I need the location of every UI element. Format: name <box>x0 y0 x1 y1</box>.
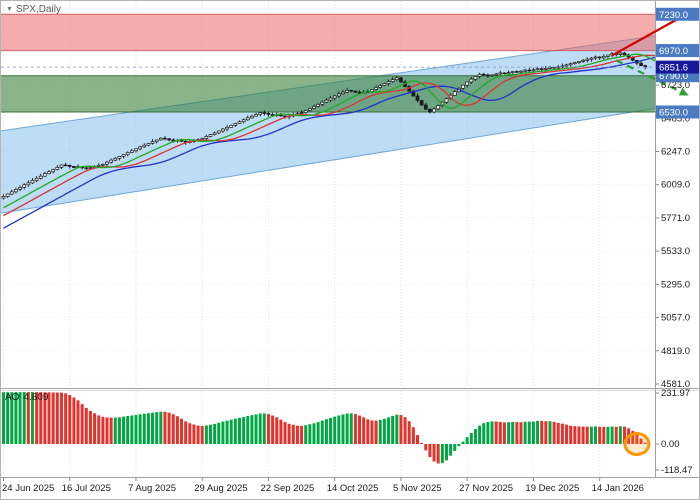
ao-scale-label: 0.00 <box>661 439 680 450</box>
price-tick-label: 6009.0 <box>661 180 690 191</box>
price-scale[interactable]: 6723.0 6485.0 6247.0 6009.0 5771.0 5533.0 5295… <box>655 7 700 390</box>
date-label: 29 Aug 2025 <box>194 483 247 494</box>
date-label: 5 Nov 2025 <box>393 483 442 494</box>
price-zones <box>1 13 655 113</box>
time-scale[interactable]: 24 Jun 2025 16 Jul 2025 7 Aug 2025 29 Aug 2… <box>2 477 644 495</box>
price-tick-label: 5533.0 <box>661 246 690 257</box>
price-level-badge-label: 7230.0 <box>659 10 688 21</box>
bullish-projection-arrow[interactable] <box>611 16 682 57</box>
price-tick-label: 4581.0 <box>661 379 690 390</box>
price-level-badge[interactable] <box>656 44 699 58</box>
ao-highlight-ellipse[interactable] <box>623 432 651 456</box>
price-level-badge-label: 6790.0 <box>659 71 688 82</box>
resistance-zone-rect[interactable] <box>1 14 655 51</box>
support-zone-rect[interactable] <box>1 75 655 112</box>
price-level-badge-label: 6970.0 <box>659 46 688 57</box>
symbol-selector[interactable]: ▼ SPX,Daily <box>6 4 61 15</box>
date-label: 19 Dec 2025 <box>525 483 579 494</box>
ao-histogram <box>2 392 647 464</box>
price-level-badge-label: 6530.0 <box>659 107 688 118</box>
date-label: 27 Nov 2025 <box>459 483 513 494</box>
date-label: 16 Jul 2025 <box>62 483 111 494</box>
price-tick-label: 6485.0 <box>661 113 690 124</box>
current-price-badge-label: 6851.6 <box>659 63 688 74</box>
ma-line-lips <box>3 53 655 209</box>
price-tick-label: 6723.0 <box>661 80 690 91</box>
indicator-value: 4.809 <box>23 392 49 403</box>
price-tick-label: 4819.0 <box>661 346 690 357</box>
price-tick-label: 6247.0 <box>661 146 690 157</box>
price-tick-label: 5057.0 <box>661 313 690 324</box>
price-level-badge[interactable] <box>656 7 699 21</box>
indicator-label: AO 4.809 <box>5 392 48 403</box>
indicator-scale[interactable]: 231.97 0.00 -118.47 <box>655 388 693 476</box>
bearish-projection-arrow-head <box>678 87 689 96</box>
date-label: 14 Jan 2026 <box>592 483 644 494</box>
ao-scale-label: 231.97 <box>661 388 690 399</box>
symbol-title: SPX,Daily <box>15 4 61 15</box>
price-tick-label: 5295.0 <box>661 279 690 290</box>
chevron-down-icon: ▼ <box>6 6 13 13</box>
date-label: 14 Oct 2025 <box>327 483 379 494</box>
moving-averages <box>3 53 655 229</box>
date-label: 7 Aug 2025 <box>128 483 176 494</box>
price-level-badge[interactable] <box>656 105 699 119</box>
indicator-name: AO <box>5 392 20 403</box>
price-tick-label: 5771.0 <box>661 213 690 224</box>
date-label: 24 Jun 2025 <box>2 483 54 494</box>
ao-scale-label: -118.47 <box>661 465 693 476</box>
ma-line-jaw <box>3 56 655 229</box>
current-price-badge[interactable] <box>656 60 699 74</box>
date-label: 22 Sep 2025 <box>260 483 314 494</box>
